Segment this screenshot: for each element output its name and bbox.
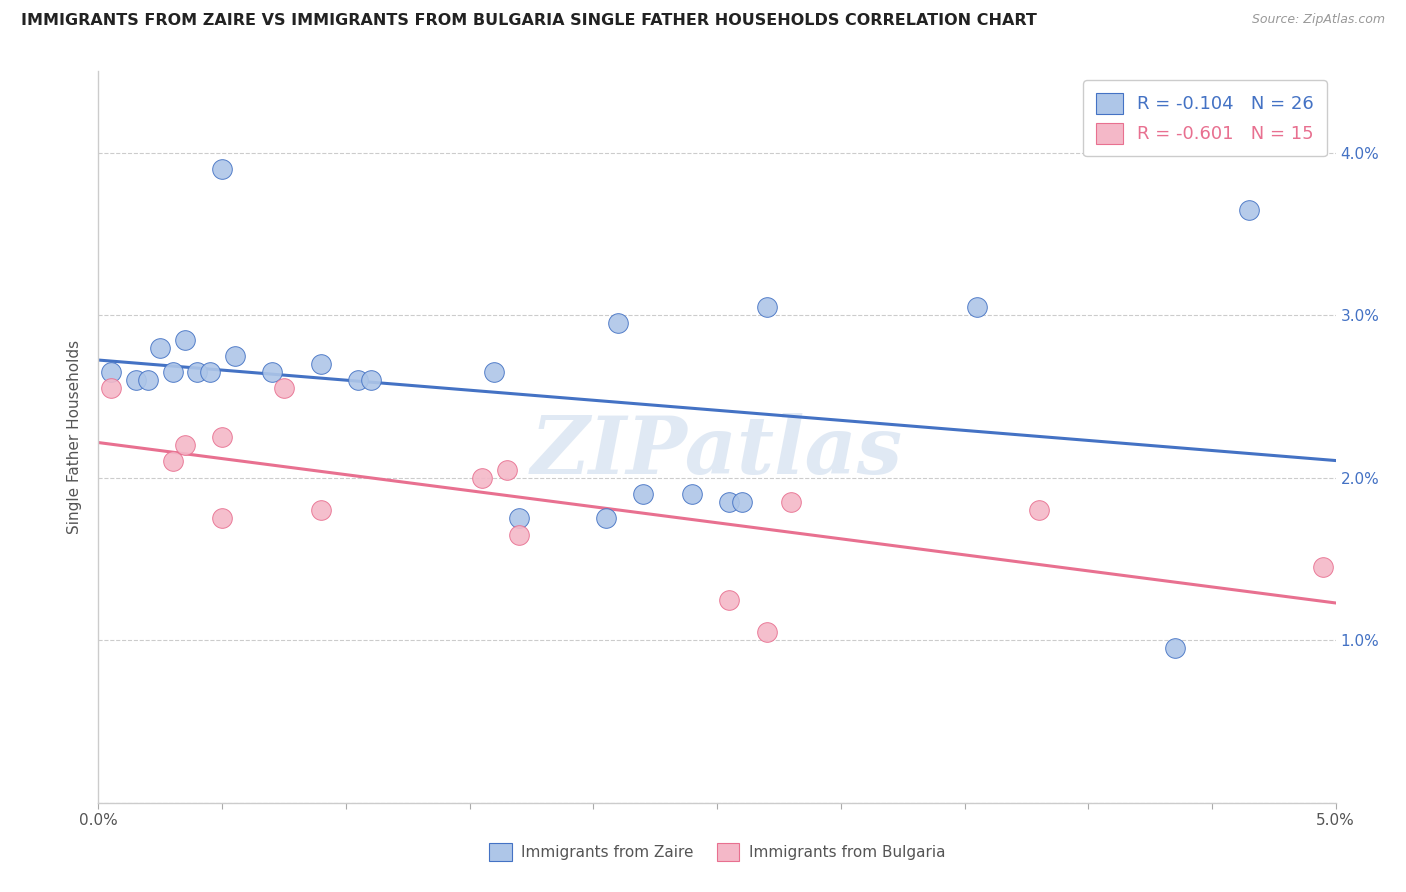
- Point: [174, 438, 197, 452]
- Point: [347, 373, 370, 387]
- Point: [211, 430, 233, 444]
- Point: [755, 300, 778, 314]
- Point: [309, 357, 332, 371]
- Point: [508, 527, 530, 541]
- Text: ZIPatlas: ZIPatlas: [531, 413, 903, 491]
- Point: [508, 511, 530, 525]
- Point: [718, 592, 741, 607]
- Point: [360, 373, 382, 387]
- Point: [211, 161, 233, 176]
- Point: [484, 365, 506, 379]
- Point: [198, 365, 221, 379]
- Point: [631, 487, 654, 501]
- Point: [780, 495, 803, 509]
- Point: [681, 487, 703, 501]
- Point: [149, 341, 172, 355]
- Point: [607, 316, 630, 330]
- Point: [1164, 641, 1187, 656]
- Point: [755, 625, 778, 640]
- Point: [1237, 202, 1260, 217]
- Point: [224, 349, 246, 363]
- Point: [186, 365, 208, 379]
- Point: [495, 462, 517, 476]
- Point: [136, 373, 159, 387]
- Point: [174, 333, 197, 347]
- Point: [471, 471, 494, 485]
- Point: [100, 381, 122, 395]
- Y-axis label: Single Father Households: Single Father Households: [67, 340, 83, 534]
- Legend: Immigrants from Zaire, Immigrants from Bulgaria: Immigrants from Zaire, Immigrants from B…: [481, 836, 953, 868]
- Point: [273, 381, 295, 395]
- Point: [162, 454, 184, 468]
- Point: [100, 365, 122, 379]
- Point: [309, 503, 332, 517]
- Point: [595, 511, 617, 525]
- Text: Source: ZipAtlas.com: Source: ZipAtlas.com: [1251, 13, 1385, 27]
- Point: [966, 300, 988, 314]
- Point: [731, 495, 754, 509]
- Point: [718, 495, 741, 509]
- Point: [1312, 560, 1334, 574]
- Point: [211, 511, 233, 525]
- Point: [1028, 503, 1050, 517]
- Point: [260, 365, 283, 379]
- Point: [124, 373, 146, 387]
- Text: IMMIGRANTS FROM ZAIRE VS IMMIGRANTS FROM BULGARIA SINGLE FATHER HOUSEHOLDS CORRE: IMMIGRANTS FROM ZAIRE VS IMMIGRANTS FROM…: [21, 13, 1038, 29]
- Point: [162, 365, 184, 379]
